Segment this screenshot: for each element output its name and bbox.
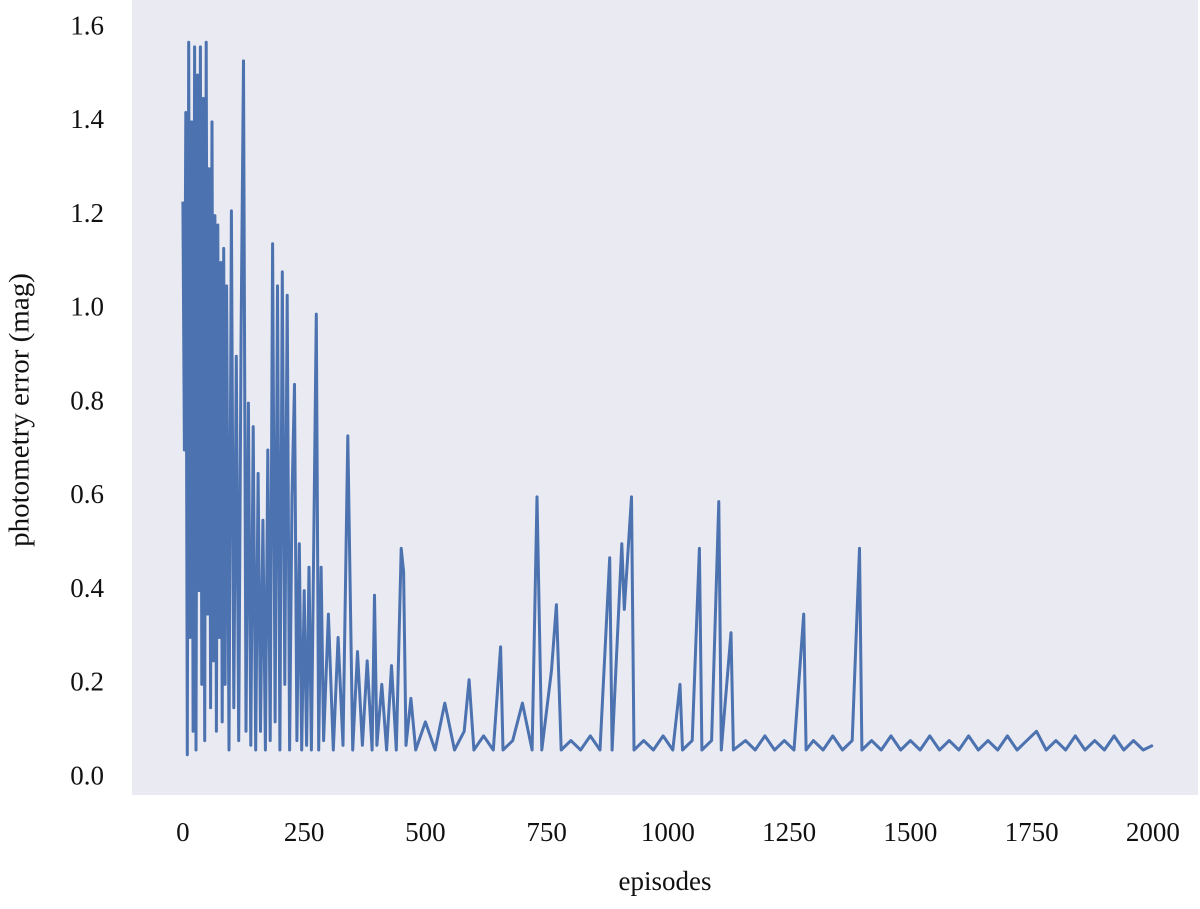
x-tick-label: 250 <box>284 817 325 847</box>
y-tick-label: 1.4 <box>70 104 104 134</box>
data-line <box>181 40 1154 757</box>
y-axis-label: photometry error (mag) <box>4 273 36 547</box>
y-tick-label: 0.4 <box>70 573 104 603</box>
plot-area <box>132 0 1198 795</box>
x-tick-label: 500 <box>405 817 446 847</box>
x-tick-label: 0 <box>176 817 190 847</box>
y-tick-label: 1.0 <box>70 292 104 322</box>
x-tick-label: 1000 <box>641 817 695 847</box>
x-axis-label: episodes <box>619 866 712 896</box>
x-tick-label: 1750 <box>1005 817 1059 847</box>
y-tick-label: 1.2 <box>70 198 104 228</box>
y-tick-label: 1.6 <box>70 10 104 40</box>
y-tick-label: 0.2 <box>70 667 104 697</box>
y-tick-label: 0.6 <box>70 479 104 509</box>
x-tick-label: 2000 <box>1126 817 1180 847</box>
y-tick-label: 0.8 <box>70 385 104 415</box>
y-tick-label: 0.0 <box>70 760 104 790</box>
x-tick-label: 750 <box>526 817 567 847</box>
x-tick-label: 1500 <box>883 817 937 847</box>
x-tick-label: 1250 <box>762 817 816 847</box>
